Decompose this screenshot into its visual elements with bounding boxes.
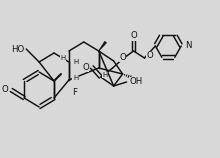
Text: H: H [103,72,108,78]
Text: HO: HO [11,45,24,54]
Text: O: O [2,85,8,94]
Text: F: F [72,88,77,97]
Text: O: O [130,31,137,40]
Text: O: O [82,63,89,72]
Text: O: O [119,52,126,61]
Text: O: O [147,51,153,60]
Text: H: H [73,59,78,65]
Text: H: H [61,55,66,61]
Text: OH: OH [130,78,143,86]
Text: H: H [73,75,78,81]
Text: N: N [185,42,192,51]
Polygon shape [99,41,107,51]
